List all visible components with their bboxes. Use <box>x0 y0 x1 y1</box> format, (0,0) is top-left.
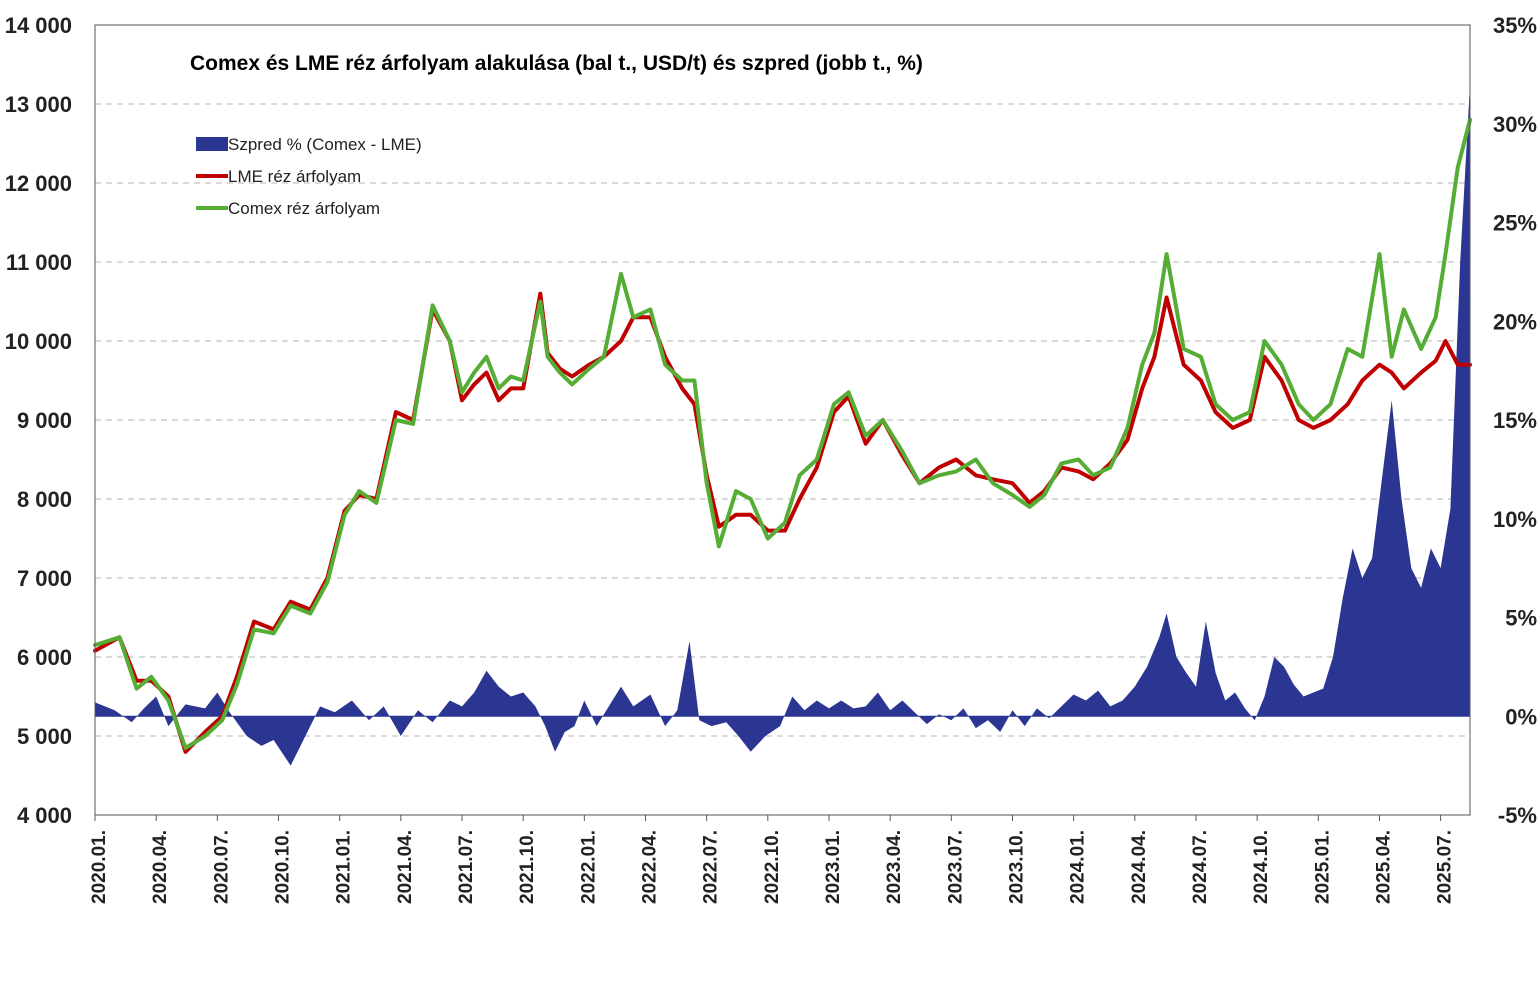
left-axis-ticks: 4 000 5 000 6 000 7 000 8 000 9 000 10 000 11 0… <box>5 13 72 828</box>
left-tick-label: 9 000 <box>17 408 72 433</box>
x-tick-label: 2020.04. <box>150 830 171 904</box>
left-tick-label: 14 000 <box>5 13 72 38</box>
x-tick-label: 2022.01. <box>578 830 599 904</box>
legend-label-spread: Szpred % (Comex - LME) <box>228 135 422 154</box>
x-tick-label: 2024.01. <box>1068 830 1089 904</box>
left-tick-label: 13 000 <box>5 92 72 117</box>
right-tick-label: 10% <box>1493 507 1537 532</box>
x-tick-label: 2025.07. <box>1435 830 1456 904</box>
right-tick-label: 25% <box>1493 211 1537 236</box>
legend-swatch-spread <box>196 137 228 151</box>
x-tick-label: 2024.07. <box>1190 830 1211 904</box>
left-tick-label: 7 000 <box>17 566 72 591</box>
left-tick-label: 6 000 <box>17 645 72 670</box>
x-axis-ticks: 2020.01. 2020.04. 2020.07. 2020.10. 2021.01.… <box>89 815 1456 904</box>
left-tick-label: 12 000 <box>5 171 72 196</box>
left-tick-label: 10 000 <box>5 329 72 354</box>
right-tick-label: 20% <box>1493 309 1537 334</box>
spread-area <box>95 84 1470 766</box>
x-tick-label: 2023.04. <box>884 830 905 904</box>
right-tick-label: 30% <box>1493 112 1537 137</box>
spread-area-layer <box>95 84 1470 766</box>
x-tick-label: 2022.04. <box>639 830 660 904</box>
x-tick-label: 2024.10. <box>1251 830 1272 904</box>
right-tick-label: 35% <box>1493 13 1537 38</box>
right-tick-label: 5% <box>1505 606 1537 631</box>
left-tick-label: 11 000 <box>6 250 72 275</box>
x-tick-label: 2021.07. <box>456 830 477 904</box>
x-tick-label: 2023.01. <box>823 830 844 904</box>
x-tick-label: 2022.07. <box>701 830 722 904</box>
x-tick-label: 2020.07. <box>211 830 232 904</box>
comex-price-line <box>93 117 1472 750</box>
chart-title: Comex és LME réz árfolyam alakulása (bal… <box>190 52 923 75</box>
legend: Szpred % (Comex - LME) LME réz árfolyam … <box>196 135 422 218</box>
right-tick-label: 15% <box>1493 408 1537 433</box>
x-tick-label: 2021.01. <box>334 830 355 904</box>
legend-label-lme: LME réz árfolyam <box>228 167 361 186</box>
x-tick-label: 2020.10. <box>272 830 293 904</box>
legend-label-comex: Comex réz árfolyam <box>228 199 380 218</box>
right-tick-label: 0% <box>1505 704 1537 729</box>
left-tick-label: 4 000 <box>17 803 72 828</box>
right-tick-label: -5% <box>1498 803 1537 828</box>
x-tick-label: 2025.04. <box>1373 830 1394 904</box>
grid-lines <box>95 103 1470 737</box>
x-tick-label: 2021.10. <box>517 830 538 904</box>
plot-frame <box>94 24 1471 816</box>
right-axis-ticks: -5% 0% 5% 10% 15% 20% 25% 30% 35% <box>1493 13 1537 828</box>
x-tick-label: 2025.01. <box>1312 830 1333 904</box>
x-tick-label: 2023.07. <box>945 830 966 904</box>
left-tick-label: 5 000 <box>17 724 72 749</box>
left-tick-label: 8 000 <box>17 487 72 512</box>
x-tick-label: 2023.10. <box>1006 830 1027 904</box>
x-tick-label: 2020.01. <box>89 830 110 904</box>
x-tick-label: 2024.04. <box>1129 830 1150 904</box>
x-tick-label: 2021.04. <box>395 830 416 904</box>
x-tick-label: 2022.10. <box>762 830 783 904</box>
price-lines-layer <box>93 117 1472 754</box>
